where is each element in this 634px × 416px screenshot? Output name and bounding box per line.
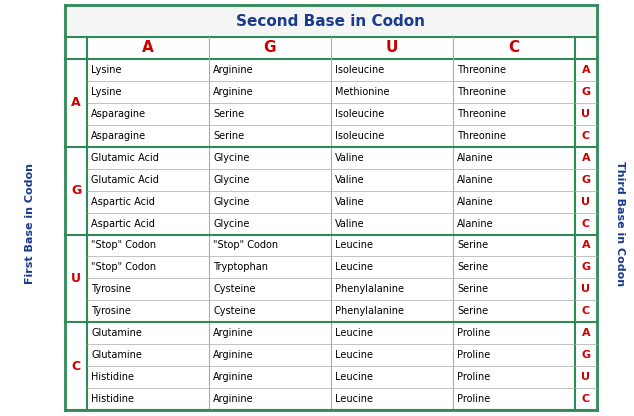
Text: U: U xyxy=(581,285,590,295)
Text: Glutamic Acid: Glutamic Acid xyxy=(91,153,159,163)
Text: Tyrosine: Tyrosine xyxy=(91,306,131,316)
Text: Alanine: Alanine xyxy=(457,153,494,163)
Text: Threonine: Threonine xyxy=(457,87,506,97)
Text: Leucine: Leucine xyxy=(335,350,373,360)
Text: Proline: Proline xyxy=(457,394,490,404)
Text: Phenylalanine: Phenylalanine xyxy=(335,306,404,316)
Text: Isoleucine: Isoleucine xyxy=(335,131,384,141)
Text: Phenylalanine: Phenylalanine xyxy=(335,285,404,295)
Text: Valine: Valine xyxy=(335,153,365,163)
Text: A: A xyxy=(581,328,590,338)
Text: C: C xyxy=(508,40,519,55)
Text: G: G xyxy=(581,262,590,272)
Text: Arginine: Arginine xyxy=(213,65,254,75)
Text: Glutamic Acid: Glutamic Acid xyxy=(91,175,159,185)
Text: G: G xyxy=(71,184,81,197)
Text: Valine: Valine xyxy=(335,175,365,185)
Text: Arginine: Arginine xyxy=(213,394,254,404)
Text: Glycine: Glycine xyxy=(213,218,249,228)
Text: G: G xyxy=(581,175,590,185)
Text: Proline: Proline xyxy=(457,372,490,382)
Text: "Stop" Codon: "Stop" Codon xyxy=(91,262,156,272)
Text: Serine: Serine xyxy=(213,131,244,141)
Text: A: A xyxy=(71,97,81,109)
Bar xyxy=(65,5,597,37)
Text: U: U xyxy=(581,197,590,207)
Text: Serine: Serine xyxy=(457,306,488,316)
Text: Arginine: Arginine xyxy=(213,372,254,382)
Text: Glycine: Glycine xyxy=(213,197,249,207)
Text: A: A xyxy=(581,65,590,75)
Text: U: U xyxy=(71,272,81,285)
Text: Valine: Valine xyxy=(335,197,365,207)
Text: Proline: Proline xyxy=(457,350,490,360)
Text: Tyrosine: Tyrosine xyxy=(91,285,131,295)
Text: Arginine: Arginine xyxy=(213,328,254,338)
Text: Glutamine: Glutamine xyxy=(91,328,142,338)
Text: Leucine: Leucine xyxy=(335,394,373,404)
Text: Methionine: Methionine xyxy=(335,87,389,97)
Text: Histidine: Histidine xyxy=(91,372,134,382)
Text: Third Base in Codon: Third Base in Codon xyxy=(615,161,625,286)
Text: Cysteine: Cysteine xyxy=(213,285,256,295)
Text: Alanine: Alanine xyxy=(457,218,494,228)
Text: U: U xyxy=(581,372,590,382)
Text: Threonine: Threonine xyxy=(457,65,506,75)
Text: C: C xyxy=(582,306,590,316)
Text: Leucine: Leucine xyxy=(335,240,373,250)
Bar xyxy=(65,5,597,410)
Text: "Stop" Codon: "Stop" Codon xyxy=(213,240,278,250)
Text: Arginine: Arginine xyxy=(213,350,254,360)
Text: U: U xyxy=(386,40,398,55)
Text: Leucine: Leucine xyxy=(335,262,373,272)
Text: Alanine: Alanine xyxy=(457,197,494,207)
Text: A: A xyxy=(581,240,590,250)
Text: Leucine: Leucine xyxy=(335,328,373,338)
Text: A: A xyxy=(581,153,590,163)
Text: Tryptophan: Tryptophan xyxy=(213,262,268,272)
Text: Arginine: Arginine xyxy=(213,87,254,97)
Text: Asparagine: Asparagine xyxy=(91,131,146,141)
Text: Isoleucine: Isoleucine xyxy=(335,109,384,119)
Text: Glycine: Glycine xyxy=(213,153,249,163)
Text: Isoleucine: Isoleucine xyxy=(335,65,384,75)
Text: Leucine: Leucine xyxy=(335,372,373,382)
Text: Asparagine: Asparagine xyxy=(91,109,146,119)
Text: Serine: Serine xyxy=(457,285,488,295)
Text: G: G xyxy=(264,40,276,55)
Text: Aspartic Acid: Aspartic Acid xyxy=(91,197,155,207)
Text: Aspartic Acid: Aspartic Acid xyxy=(91,218,155,228)
Text: C: C xyxy=(72,359,81,373)
Text: C: C xyxy=(582,131,590,141)
Text: Proline: Proline xyxy=(457,328,490,338)
Text: C: C xyxy=(582,394,590,404)
Text: Serine: Serine xyxy=(457,262,488,272)
Text: Serine: Serine xyxy=(457,240,488,250)
Text: U: U xyxy=(581,109,590,119)
Text: G: G xyxy=(581,350,590,360)
Text: C: C xyxy=(582,218,590,228)
Text: Histidine: Histidine xyxy=(91,394,134,404)
Text: G: G xyxy=(581,87,590,97)
Text: Threonine: Threonine xyxy=(457,131,506,141)
Text: Valine: Valine xyxy=(335,218,365,228)
Text: Alanine: Alanine xyxy=(457,175,494,185)
Text: Serine: Serine xyxy=(213,109,244,119)
Text: Glutamine: Glutamine xyxy=(91,350,142,360)
Text: Lysine: Lysine xyxy=(91,65,122,75)
Text: A: A xyxy=(142,40,154,55)
Text: Threonine: Threonine xyxy=(457,109,506,119)
Text: Cysteine: Cysteine xyxy=(213,306,256,316)
Text: Second Base in Codon: Second Base in Codon xyxy=(236,13,425,29)
Text: "Stop" Codon: "Stop" Codon xyxy=(91,240,156,250)
Text: First Base in Codon: First Base in Codon xyxy=(25,163,35,284)
Text: Glycine: Glycine xyxy=(213,175,249,185)
Text: Lysine: Lysine xyxy=(91,87,122,97)
